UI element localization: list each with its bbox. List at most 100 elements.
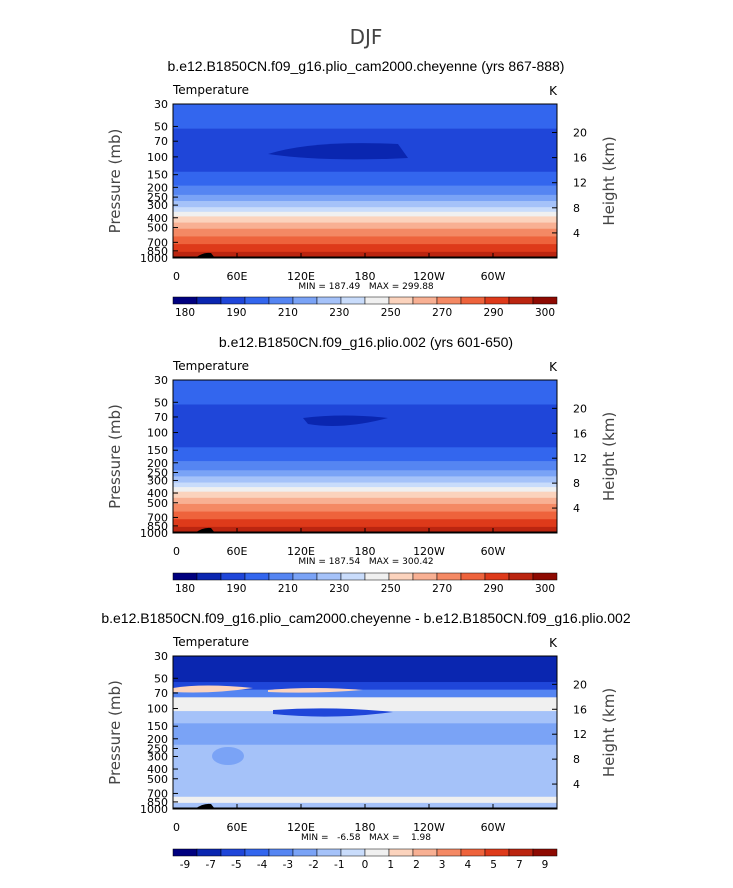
y2-axis-label: Height (km)	[600, 136, 618, 225]
contour-band	[173, 171, 557, 187]
colorbar-swatch	[292, 296, 318, 305]
min-max-label: MIN = 187.54 MAX = 300.42	[298, 557, 433, 567]
colorbar-swatch	[196, 296, 222, 305]
y-tick-label: 70	[154, 411, 168, 424]
contour-band	[173, 222, 557, 230]
x-tick-label: 180	[355, 270, 376, 283]
contour-band	[173, 228, 557, 237]
y2-tick-label: 4	[573, 227, 580, 240]
colorbar-swatch	[508, 572, 534, 581]
contour-band	[173, 380, 557, 405]
colorbar: -9 -7 -5 -4 -3 -2 -1 0 1 2 3 4 5 7 9	[172, 848, 558, 871]
y2-tick-label: 8	[573, 202, 580, 215]
contour-band	[173, 207, 557, 213]
cold-anomaly	[212, 747, 244, 765]
colorbar-swatch	[532, 848, 558, 857]
contour-band	[173, 711, 557, 724]
y2-tick-label: 12	[573, 728, 587, 741]
colorbar-swatch	[532, 296, 558, 305]
contour-band	[173, 689, 557, 698]
y-tick-label: 150	[147, 169, 168, 182]
colorbar-label: -9	[180, 859, 190, 871]
colorbar-swatch	[268, 848, 294, 857]
y-tick-label: 250	[147, 191, 168, 204]
y-tick-label: 30	[154, 650, 168, 663]
y-tick-label: 200	[147, 733, 168, 746]
panel-2: b.e12.B1850CN.f09_g16.plio.002 (yrs 601-…	[106, 334, 618, 595]
colorbar-swatch	[340, 296, 366, 305]
colorbar-label: 0	[362, 859, 369, 871]
y-tick-label: 250	[147, 467, 168, 480]
y2-tick-label: 20	[573, 678, 587, 691]
y-tick-label: 70	[154, 135, 168, 148]
contour-band	[173, 201, 557, 208]
contour-band	[173, 503, 557, 513]
y-tick-label: 100	[147, 151, 168, 164]
colorbar-swatch	[340, 572, 366, 581]
colorbar-swatch	[388, 848, 414, 857]
colorbar-label: 290	[484, 583, 504, 595]
contour-band	[173, 470, 557, 477]
colorbar-swatch	[364, 296, 390, 305]
colorbar-label: -5	[231, 859, 241, 871]
contour-band	[173, 185, 557, 196]
colorbar-swatch	[292, 848, 318, 857]
x-tick-label: 60E	[227, 270, 248, 283]
colorbar-label: -7	[205, 859, 215, 871]
colorbar-label: -3	[283, 859, 293, 871]
colorbar-label: 210	[278, 307, 298, 319]
x-tick-label: 120W	[413, 270, 445, 283]
panel-title: b.e12.B1850CN.f09_g16.plio_cam2000.cheye…	[168, 58, 565, 74]
colorbar-swatch	[268, 296, 294, 305]
x-tick-label: 180	[355, 821, 376, 834]
colorbar-swatch	[364, 848, 390, 857]
cold-core	[268, 143, 408, 160]
y-tick-label: 700	[147, 787, 168, 800]
y-tick-label: 300	[147, 474, 168, 487]
colorbar-swatch	[412, 572, 438, 581]
colorbar-swatch	[292, 572, 318, 581]
colorbar: 180 190 210 230 250 270 290 300	[172, 572, 558, 595]
colorbar-label: 1	[387, 859, 394, 871]
colorbar-label: 270	[432, 307, 452, 319]
colorbar-label: 190	[226, 307, 246, 319]
y-tick-label: 500	[147, 773, 168, 786]
colorbar-swatch	[244, 848, 270, 857]
colorbar-label: 9	[542, 859, 549, 871]
panel-title: b.e12.B1850CN.f09_g16.plio.002 (yrs 601-…	[219, 334, 513, 350]
x-tick-label: 60W	[481, 821, 506, 834]
colorbar-swatch	[196, 848, 222, 857]
colorbar: 180 190 210 230 250 270 290 300	[172, 296, 558, 319]
colorbar-label: 2	[413, 859, 420, 871]
min-max-label: MIN = -6.58 MAX = 1.98	[301, 833, 431, 843]
colorbar-label: -4	[257, 859, 268, 871]
colorbar-swatch	[388, 572, 414, 581]
y-tick-label: 850	[147, 796, 168, 809]
contour-band	[173, 497, 557, 505]
field-label: Temperature	[172, 83, 249, 97]
colorbar-label: 4	[465, 859, 472, 871]
contour-band	[173, 656, 557, 683]
y2-tick-label: 16	[573, 152, 587, 165]
colorbar-swatch	[172, 296, 198, 305]
contour-band	[173, 511, 557, 520]
cold-anomaly	[273, 708, 393, 717]
contour-band	[173, 211, 557, 217]
y-axis-label: Pressure (mb)	[106, 680, 124, 785]
contour-band	[173, 194, 557, 202]
season-title: DJF	[350, 25, 383, 49]
colorbar-label: -2	[308, 859, 318, 871]
y2-axis-label: Height (km)	[600, 688, 618, 777]
colorbar-swatch	[244, 572, 270, 581]
y2-tick-label: 12	[573, 177, 587, 190]
y-tick-label: 70	[154, 687, 168, 700]
x-tick-label: 0	[173, 270, 180, 283]
colorbar-swatch	[484, 572, 510, 581]
colorbar-swatch	[460, 848, 486, 857]
colorbar-label: -1	[334, 859, 344, 871]
x-tick-label: 120W	[413, 545, 445, 558]
colorbar-label: 230	[329, 307, 349, 319]
colorbar-label: 3	[439, 859, 446, 871]
x-tick-label: 120E	[287, 821, 315, 834]
colorbar-swatch	[172, 848, 198, 857]
